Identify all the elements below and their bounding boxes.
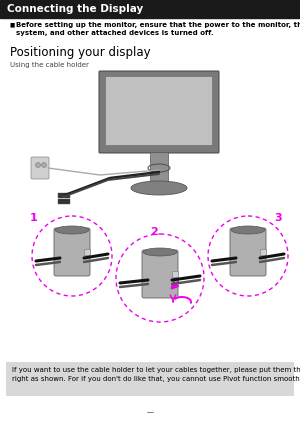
Ellipse shape [55, 226, 89, 234]
Text: —: — [146, 409, 154, 415]
Bar [58, 193, 70, 198]
FancyBboxPatch shape [230, 228, 266, 276]
FancyBboxPatch shape [54, 228, 90, 276]
Text: 2: 2 [150, 227, 158, 237]
Text: Using the cable holder: Using the cable holder [10, 62, 89, 68]
Bar [84, 249, 90, 255]
Bar [150, 152, 168, 188]
Bar [260, 249, 266, 255]
Ellipse shape [231, 226, 265, 234]
Circle shape [35, 162, 40, 167]
FancyBboxPatch shape [106, 76, 212, 145]
Bar [58, 199, 70, 204]
Bar [6, 362, 294, 396]
FancyBboxPatch shape [142, 250, 178, 298]
Text: Before setting up the monitor, ensure that the power to the monitor, the compute: Before setting up the monitor, ensure th… [16, 22, 300, 36]
Text: Positioning your display: Positioning your display [10, 46, 151, 59]
Text: 3: 3 [274, 213, 282, 223]
FancyBboxPatch shape [31, 157, 49, 179]
Text: Connecting the Display: Connecting the Display [7, 4, 143, 14]
Ellipse shape [143, 248, 177, 256]
Ellipse shape [131, 181, 187, 195]
FancyBboxPatch shape [99, 71, 219, 153]
Text: If you want to use the cable holder to let your cables together, please put them: If you want to use the cable holder to l… [12, 367, 300, 382]
Bar [0, 0, 300, 18]
Text: ■: ■ [10, 22, 15, 27]
Bar [172, 271, 178, 277]
Circle shape [41, 162, 46, 167]
Text: 1: 1 [30, 213, 38, 223]
